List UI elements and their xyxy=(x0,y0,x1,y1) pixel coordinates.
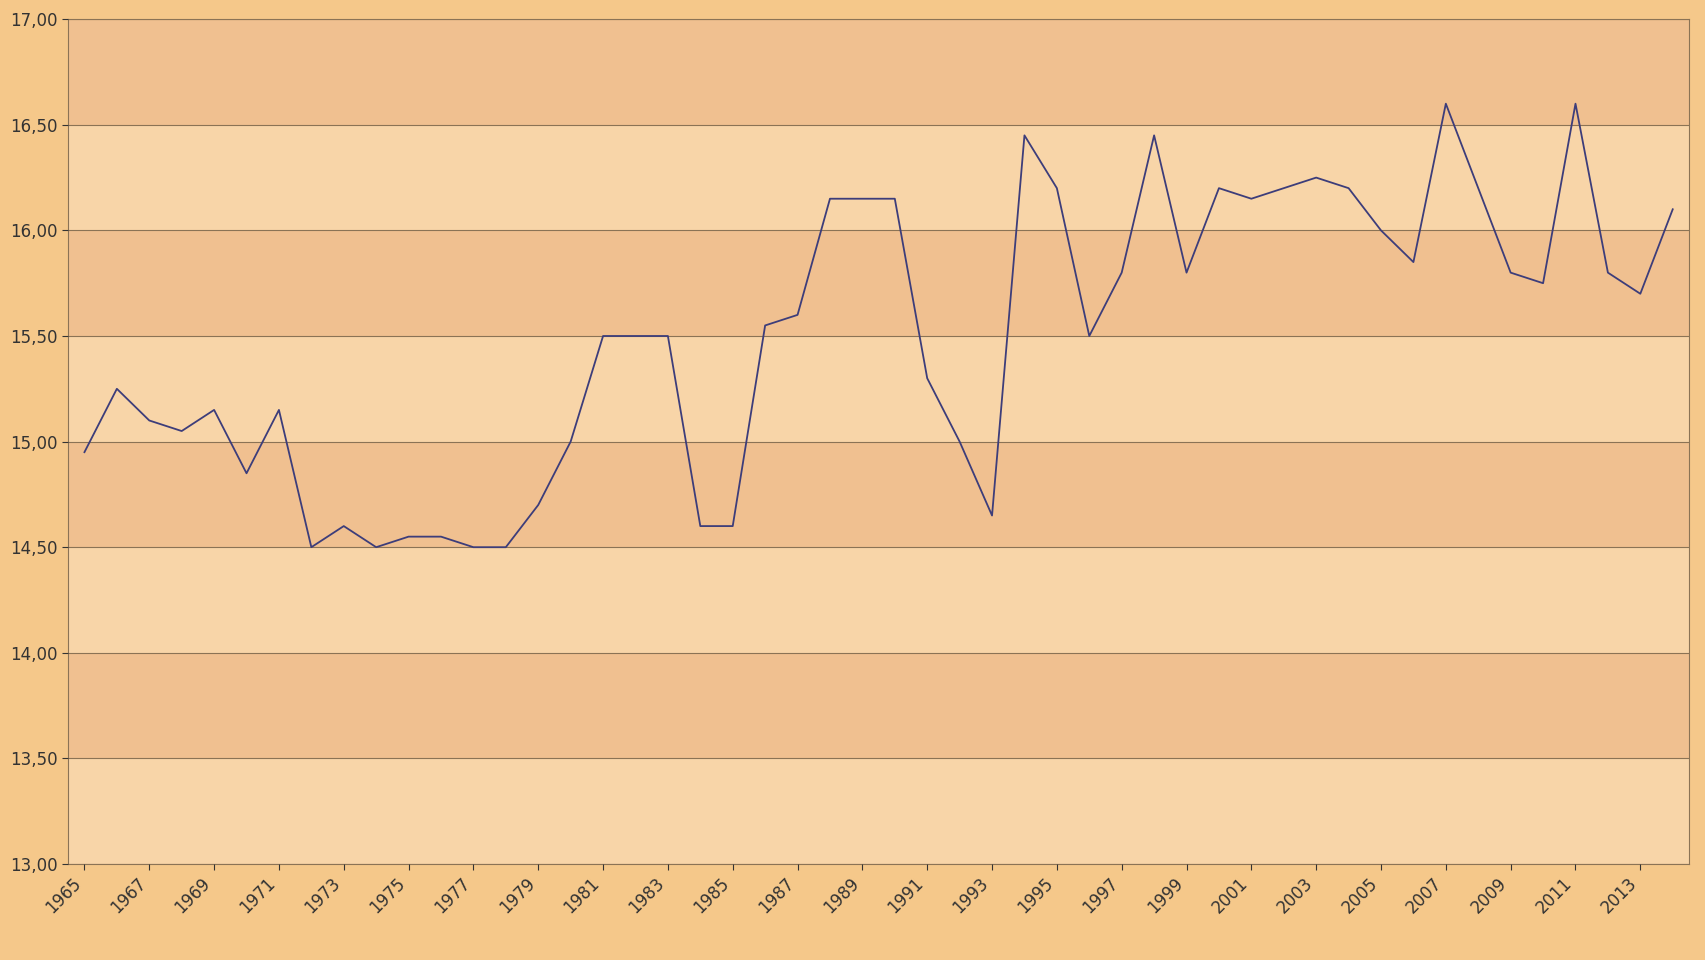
Bar xyxy=(68,758,1688,864)
Bar xyxy=(68,547,1688,653)
Bar xyxy=(68,125,1688,230)
Bar xyxy=(68,230,1688,336)
Bar xyxy=(68,336,1688,442)
Bar xyxy=(68,442,1688,547)
Bar xyxy=(68,653,1688,758)
Bar xyxy=(68,19,1688,125)
